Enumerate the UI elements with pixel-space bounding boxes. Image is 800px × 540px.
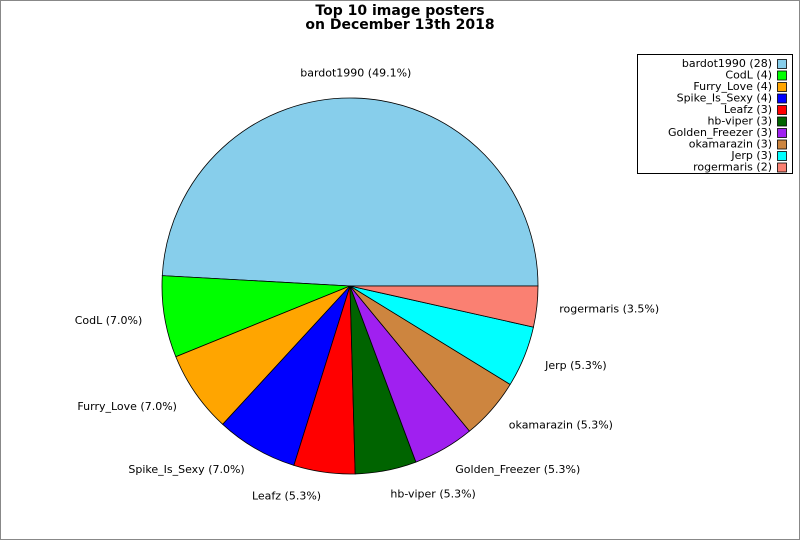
- pie-slice: [161, 97, 539, 287]
- legend-swatch: [777, 70, 787, 81]
- slice-label: hb-viper (5.3%): [390, 487, 476, 500]
- legend-swatch: [777, 105, 787, 115]
- chart-title: on December 13th 2018: [305, 17, 494, 33]
- legend-swatch: [777, 151, 787, 161]
- pie-slice: [349, 285, 539, 328]
- legend-label: bardot1990 (28): [682, 57, 772, 70]
- legend-label: Furry_Love (4): [693, 80, 772, 93]
- slice-label: Jerp (5.3%): [544, 359, 607, 372]
- slice-label: Spike_Is_Sexy (7.0%): [128, 463, 244, 476]
- legend-label: hb-viper (3): [707, 115, 772, 128]
- legend-swatch: [777, 116, 787, 127]
- legend-swatch: [777, 139, 787, 150]
- chart-title: Top 10 image posters: [315, 3, 484, 19]
- slice-label: okamarazin (5.3%): [509, 419, 613, 432]
- legend-label: Leafz (3): [724, 103, 772, 116]
- slice-label: Leafz (5.3%): [252, 489, 321, 502]
- legend-label: okamarazin (3): [689, 138, 772, 151]
- legend-label: Jerp (3): [730, 149, 772, 162]
- slice-label: Furry_Love (7.0%): [77, 400, 177, 413]
- legend-swatch: [777, 59, 787, 69]
- slice-label: rogermaris (3.5%): [559, 302, 659, 315]
- legend-swatch: [777, 82, 787, 92]
- slice-label: Golden_Freezer (5.3%): [455, 463, 580, 476]
- legend-label: Golden_Freezer (3): [668, 126, 772, 139]
- legend-swatch: [777, 128, 787, 138]
- legend-swatch: [777, 93, 787, 104]
- legend-label: Spike_Is_Sexy (4): [677, 92, 772, 105]
- slice-label: CodL (7.0%): [75, 314, 143, 327]
- legend-swatch: [777, 162, 787, 173]
- legend: [637, 54, 793, 174]
- legend-label: rogermaris (2): [693, 161, 772, 174]
- slice-label: bardot1990 (49.1%): [300, 67, 411, 80]
- legend-label: CodL (4): [725, 69, 772, 82]
